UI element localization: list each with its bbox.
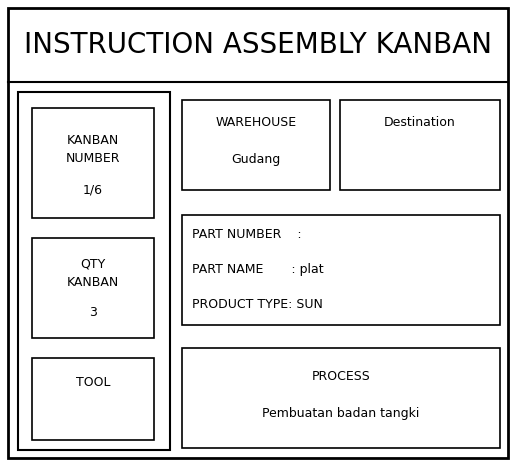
Text: PRODUCT TYPE: SUN: PRODUCT TYPE: SUN: [192, 299, 323, 311]
Bar: [32, 238, 154, 338]
Text: 3: 3: [89, 307, 97, 320]
Text: PROCESS: PROCESS: [312, 370, 370, 383]
Text: Gudang: Gudang: [231, 153, 281, 166]
Bar: [182, 348, 500, 448]
Text: QTY
KANBAN: QTY KANBAN: [67, 258, 119, 288]
Text: TOOL: TOOL: [76, 376, 110, 389]
Bar: [340, 100, 500, 190]
Text: PART NUMBER    :: PART NUMBER :: [192, 228, 302, 241]
Bar: [182, 100, 330, 190]
Text: 1/6: 1/6: [83, 184, 103, 197]
Text: WAREHOUSE: WAREHOUSE: [216, 116, 297, 129]
Text: KANBAN
NUMBER: KANBAN NUMBER: [66, 135, 120, 165]
Bar: [32, 108, 154, 218]
Bar: [182, 215, 500, 325]
Text: Pembuatan badan tangki: Pembuatan badan tangki: [262, 406, 420, 419]
Text: PART NAME       : plat: PART NAME : plat: [192, 263, 324, 276]
Text: Destination: Destination: [384, 116, 456, 129]
Bar: [18, 92, 170, 450]
Bar: [32, 358, 154, 440]
Text: INSTRUCTION ASSEMBLY KANBAN: INSTRUCTION ASSEMBLY KANBAN: [24, 31, 492, 59]
